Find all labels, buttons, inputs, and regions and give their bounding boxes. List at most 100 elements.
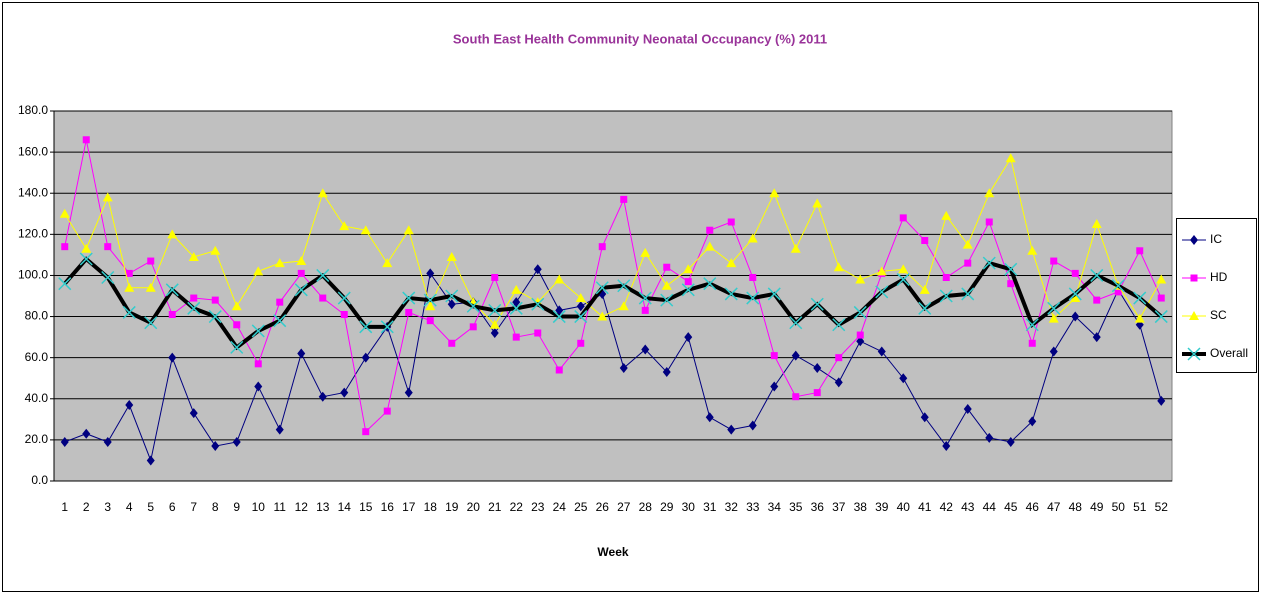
marker: [380, 320, 394, 334]
marker: [942, 274, 950, 281]
marker: [877, 346, 886, 357]
marker: [1047, 301, 1061, 315]
x-tick-label: 15: [359, 500, 373, 514]
x-tick-label: 40: [897, 500, 911, 514]
x-tick-label: 51: [1133, 500, 1147, 514]
marker: [1071, 269, 1079, 277]
marker: [491, 274, 499, 281]
marker: [466, 299, 480, 313]
marker: [232, 436, 241, 447]
marker: [231, 301, 242, 311]
marker: [274, 258, 285, 268]
x-tick-label: 17: [402, 500, 416, 514]
marker: [490, 328, 499, 338]
x-tick-label: 8: [212, 500, 219, 514]
marker: [640, 247, 651, 257]
marker: [963, 404, 972, 415]
marker: [595, 281, 609, 295]
marker: [122, 305, 136, 319]
marker: [146, 455, 155, 466]
marker: [425, 301, 436, 311]
y-tick-label: 140.0: [18, 185, 48, 199]
x-axis-title: Week: [597, 545, 628, 559]
marker: [168, 311, 176, 318]
marker: [962, 239, 973, 249]
x-tick-label: 28: [639, 500, 653, 514]
x-tick-label: 46: [1026, 500, 1040, 514]
marker: [79, 252, 93, 266]
x-tick-label: 36: [811, 500, 825, 514]
marker: [296, 256, 307, 266]
marker: [531, 297, 545, 311]
legend-label: Overall: [1210, 346, 1248, 360]
marker: [211, 296, 219, 304]
marker: [749, 274, 757, 281]
marker: [1154, 310, 1168, 324]
x-tick-label: 37: [832, 500, 846, 514]
marker: [144, 316, 158, 330]
x-tick-label: 39: [875, 500, 889, 514]
marker: [340, 387, 349, 398]
marker: [727, 218, 735, 226]
x-tick-label: 3: [104, 500, 111, 514]
marker: [1133, 291, 1147, 305]
marker: [448, 339, 456, 347]
x-tick-label: 49: [1090, 500, 1104, 514]
marker: [511, 284, 522, 294]
marker: [1027, 245, 1038, 255]
marker: [577, 339, 585, 347]
marker: [445, 289, 459, 303]
marker: [189, 408, 198, 419]
marker: [319, 294, 327, 302]
y-tick-label: 100.0: [18, 268, 48, 282]
marker: [147, 257, 155, 265]
marker: [469, 323, 477, 331]
marker: [382, 258, 393, 268]
marker: [1050, 257, 1058, 265]
marker: [919, 284, 930, 294]
marker: [1007, 280, 1015, 288]
marker: [724, 287, 738, 301]
x-tick-label: 10: [252, 500, 266, 514]
marker: [641, 344, 650, 355]
x-tick-label: 35: [789, 500, 803, 514]
x-tick-label: 11: [274, 500, 287, 514]
x-tick-label: 2: [83, 500, 90, 514]
marker: [619, 362, 628, 373]
x-tick-label: 48: [1069, 500, 1083, 514]
marker: [1006, 436, 1015, 447]
x-tick-label: 45: [1004, 500, 1018, 514]
marker: [791, 350, 800, 361]
y-tick-label: 160.0: [18, 144, 48, 158]
chart-title: South East Health Community Neonatal Occ…: [453, 31, 827, 46]
marker: [512, 333, 520, 341]
marker: [554, 274, 565, 284]
marker: [598, 243, 606, 251]
marker: [982, 256, 996, 270]
marker: [402, 291, 416, 305]
marker: [662, 367, 671, 378]
marker: [253, 266, 264, 276]
marker: [1092, 332, 1101, 343]
x-tick-label: 47: [1047, 500, 1061, 514]
marker: [617, 279, 631, 293]
marker: [835, 354, 843, 362]
marker: [404, 387, 413, 398]
marker: [727, 424, 736, 435]
marker: [770, 381, 779, 392]
x-tick-label: 44: [983, 500, 997, 514]
marker: [703, 277, 717, 291]
y-tick-label: 0.0: [31, 473, 48, 487]
legend-label: SC: [1210, 308, 1227, 322]
x-tick-label: 38: [854, 500, 868, 514]
marker: [1090, 268, 1104, 282]
marker: [125, 399, 134, 410]
marker: [1049, 346, 1058, 357]
x-tick-label: 25: [574, 500, 588, 514]
marker: [790, 243, 801, 253]
marker: [251, 324, 265, 338]
legend-box: [1176, 218, 1257, 373]
marker: [876, 266, 887, 276]
marker: [575, 293, 586, 303]
